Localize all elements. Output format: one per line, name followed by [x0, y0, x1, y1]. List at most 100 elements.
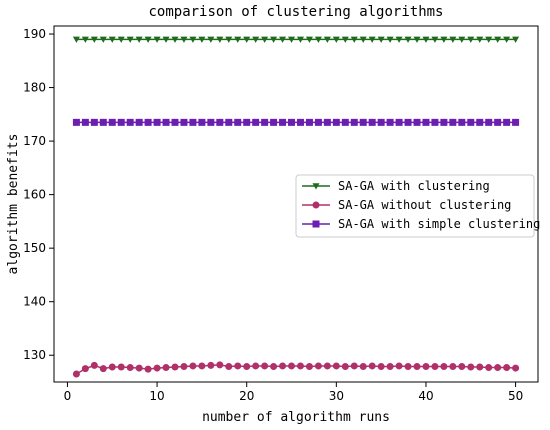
data-point	[341, 118, 349, 126]
data-point	[332, 36, 340, 43]
legend-marker	[312, 220, 320, 228]
data-point	[512, 364, 520, 372]
data-point	[449, 36, 457, 43]
data-point	[485, 118, 493, 126]
data-point	[90, 118, 98, 126]
data-point	[350, 362, 358, 370]
data-point	[108, 36, 116, 43]
data-point	[288, 362, 296, 370]
data-point	[180, 118, 188, 126]
data-point	[225, 362, 233, 370]
x-tick-label: 30	[329, 389, 344, 403]
data-point	[449, 362, 457, 370]
data-point	[216, 36, 224, 43]
data-point	[153, 118, 161, 126]
data-point	[216, 361, 224, 369]
data-point	[279, 362, 287, 370]
data-point	[252, 362, 260, 370]
data-point	[171, 118, 179, 126]
data-point	[279, 118, 287, 126]
data-point	[126, 36, 134, 43]
data-point	[189, 362, 197, 370]
y-tick-label: 130	[23, 348, 46, 362]
data-point	[404, 36, 412, 43]
data-point	[243, 36, 251, 43]
data-point	[314, 36, 322, 43]
data-point	[270, 118, 278, 126]
data-point	[72, 118, 80, 126]
x-tick-label: 20	[239, 389, 254, 403]
data-point	[341, 36, 349, 43]
data-point	[198, 118, 206, 126]
data-point	[440, 118, 448, 126]
data-point	[81, 36, 89, 43]
data-point	[225, 118, 233, 126]
data-point	[395, 36, 403, 43]
legend-box	[295, 174, 535, 238]
plot-area	[53, 25, 539, 383]
data-point	[117, 363, 125, 371]
data-point	[288, 118, 296, 126]
data-point	[386, 36, 394, 43]
data-point	[261, 362, 269, 370]
data-point	[296, 362, 304, 370]
data-point	[359, 118, 367, 126]
series-sa-ga-with-clustering	[72, 36, 520, 43]
data-point	[162, 364, 170, 372]
data-point	[449, 118, 457, 126]
y-tick-label: 160	[23, 188, 46, 202]
chart-title: comparison of clustering algorithms	[148, 4, 443, 20]
y-axis: 130 140 150 160 170 180 190	[23, 27, 54, 362]
data-point	[144, 365, 152, 373]
data-point	[431, 118, 439, 126]
data-point	[503, 364, 511, 372]
data-point	[359, 362, 367, 370]
data-point	[261, 36, 269, 43]
data-point	[108, 363, 116, 371]
data-point	[189, 118, 197, 126]
data-point	[162, 36, 170, 43]
data-point	[198, 36, 206, 43]
data-point	[332, 118, 340, 126]
data-point	[458, 362, 466, 370]
data-point	[135, 364, 143, 372]
data-point	[431, 362, 439, 370]
data-point	[207, 36, 215, 43]
data-point	[243, 118, 251, 126]
data-point	[395, 362, 403, 370]
data-point	[180, 362, 188, 370]
data-point	[485, 364, 493, 372]
data-point	[162, 118, 170, 126]
data-point	[503, 118, 511, 126]
data-point	[225, 36, 233, 43]
series-layer	[72, 36, 520, 378]
data-point	[81, 365, 89, 373]
data-point	[135, 118, 143, 126]
data-point	[350, 36, 358, 43]
data-point	[395, 118, 403, 126]
data-point	[314, 362, 322, 370]
y-tick-label: 180	[23, 81, 46, 95]
data-point	[270, 36, 278, 43]
data-point	[494, 36, 502, 43]
data-point	[512, 36, 520, 43]
data-point	[458, 118, 466, 126]
data-point	[288, 36, 296, 43]
legend-label: SA-GA with simple clustering	[338, 217, 540, 231]
data-point	[252, 36, 260, 43]
data-point	[135, 36, 143, 43]
data-point	[234, 118, 242, 126]
data-point	[90, 36, 98, 43]
data-point	[72, 36, 80, 43]
data-point	[413, 118, 421, 126]
data-point	[216, 118, 224, 126]
data-point	[503, 36, 511, 43]
data-point	[422, 36, 430, 43]
data-point	[81, 118, 89, 126]
data-point	[323, 118, 331, 126]
x-axis: 0 10 20 30 40 50	[64, 382, 523, 403]
data-point	[413, 362, 421, 370]
data-point	[90, 361, 98, 369]
data-point	[467, 118, 475, 126]
